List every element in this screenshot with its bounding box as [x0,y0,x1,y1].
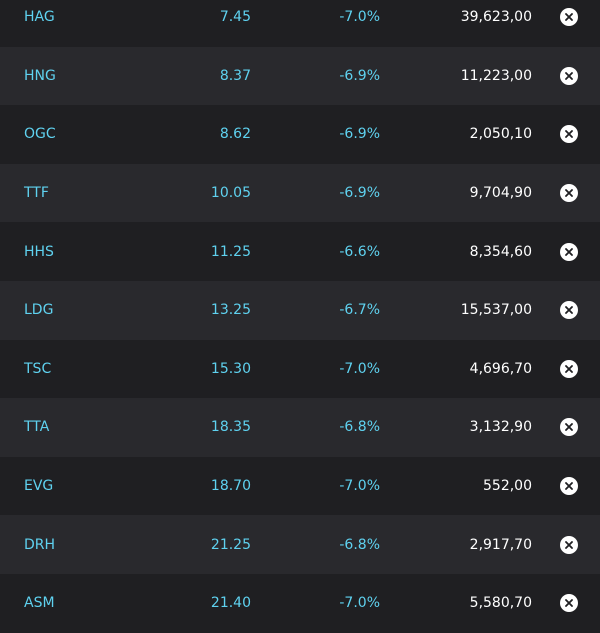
table-row[interactable]: HAG 7.45 -7.0% 39,623,00 [0,0,600,47]
stock-symbol[interactable]: TTF [24,185,49,202]
stock-volume: 2,917,70 [469,536,532,553]
table-row[interactable]: TTF 10.05 -6.9% 9,704,90 [0,163,600,223]
stock-volume: 3,132,90 [469,419,532,436]
table-row[interactable]: TSC 15.30 -7.0% 4,696,70 [0,339,600,399]
stock-change-percent: -7.0% [339,9,380,26]
close-circle-icon[interactable] [560,594,578,613]
table-row[interactable]: HNG 8.37 -6.9% 11,223,00 [0,46,600,106]
stock-volume: 9,704,90 [469,185,532,202]
stock-symbol[interactable]: HNG [24,67,56,84]
stock-change-percent: -6.8% [339,536,380,553]
stock-change-percent: -7.0% [339,595,380,612]
stock-change-percent: -6.9% [339,67,380,84]
stock-change-percent: -7.0% [339,360,380,377]
stock-price: 18.70 [210,478,251,495]
close-circle-icon[interactable] [560,359,578,378]
stock-price: 7.45 [219,9,251,26]
stock-volume: 552,00 [483,478,532,495]
stock-volume: 5,580,70 [469,595,532,612]
stock-volume: 8,354,60 [469,243,532,260]
table-row[interactable]: OGC 8.62 -6.9% 2,050,10 [0,105,600,164]
stock-volume: 2,050,10 [469,126,532,143]
stock-change-percent: -7.0% [339,478,380,495]
stock-symbol[interactable]: TTA [24,419,50,436]
stock-symbol[interactable]: EVG [24,478,54,495]
stock-symbol[interactable]: LDG [24,302,54,319]
table-row[interactable]: LDG 13.25 -6.7% 15,537,00 [0,280,600,340]
close-circle-icon[interactable] [560,184,578,203]
stock-change-percent: -6.9% [339,185,380,202]
stock-price: 8.62 [219,126,251,143]
close-circle-icon[interactable] [560,125,578,144]
stock-symbol[interactable]: DRH [24,536,56,553]
stock-symbol[interactable]: OGC [24,126,56,143]
stock-volume: 4,696,70 [469,360,532,377]
table-row[interactable]: HHS 11.25 -6.6% 8,354,60 [0,222,600,281]
stock-change-percent: -6.9% [339,126,380,143]
stock-change-percent: -6.6% [339,243,380,260]
close-circle-icon[interactable] [560,66,578,85]
stock-volume: 39,623,00 [460,9,532,26]
stock-price: 11.25 [210,243,251,260]
close-circle-icon[interactable] [560,477,578,496]
close-circle-icon[interactable] [560,535,578,554]
close-circle-icon[interactable] [560,242,578,261]
close-circle-icon[interactable] [560,301,578,320]
table-row[interactable]: TTA 18.35 -6.8% 3,132,90 [0,398,600,457]
stock-symbol[interactable]: HAG [24,9,55,26]
table-row[interactable]: DRH 21.25 -6.8% 2,917,70 [0,515,600,574]
stock-price: 15.30 [210,360,251,377]
stock-volume: 11,223,00 [460,67,532,84]
stock-price: 8.37 [219,67,251,84]
stock-price: 21.25 [210,536,251,553]
stock-change-percent: -6.8% [339,419,380,436]
stock-price: 13.25 [210,302,251,319]
close-circle-icon[interactable] [560,8,578,27]
stock-symbol[interactable]: HHS [24,243,54,260]
stock-volume: 15,537,00 [460,302,532,319]
stock-symbol[interactable]: ASM [24,595,55,612]
close-circle-icon[interactable] [560,418,578,437]
stock-price: 18.35 [210,419,251,436]
stock-symbol[interactable]: TSC [24,360,52,377]
stock-price: 10.05 [210,185,251,202]
table-row[interactable]: ASM 21.40 -7.0% 5,580,70 [0,573,600,633]
stock-change-percent: -6.7% [339,302,380,319]
table-row[interactable]: EVG 18.70 -7.0% 552,00 [0,456,600,516]
stock-price: 21.40 [210,595,251,612]
